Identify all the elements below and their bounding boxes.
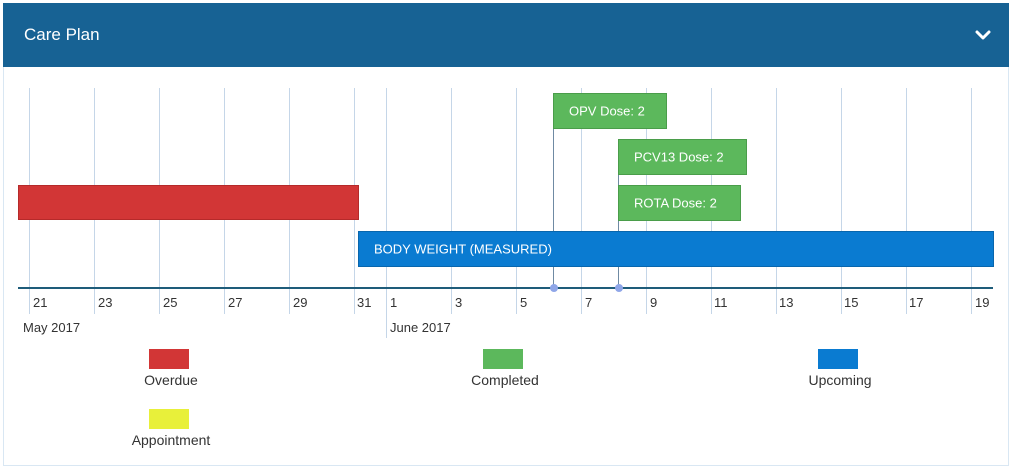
axis-tick-label: 1 [390, 295, 397, 310]
grid-line [841, 88, 842, 314]
pcv13-dose-label: PCV13 Dose: 2 [634, 150, 724, 165]
grid-line [451, 88, 452, 314]
axis-tick-label: 3 [455, 295, 462, 310]
axis-tick-label: 19 [975, 295, 989, 310]
axis-tick-label: 13 [779, 295, 793, 310]
rota-dose-event[interactable]: ROTA Dose: 2 [618, 185, 741, 221]
legend-upcoming-label: Upcoming [780, 372, 900, 388]
legend-appointment-swatch [149, 409, 189, 429]
body-weight-event-label: BODY WEIGHT (MEASURED) [374, 242, 552, 257]
grid-line [776, 88, 777, 314]
opv-dose-event[interactable]: OPV Dose: 2 [553, 93, 667, 129]
opv-dose-label: OPV Dose: 2 [569, 104, 645, 119]
grid-line [386, 88, 387, 314]
overdue-event-bar[interactable] [18, 185, 359, 220]
rota-dose-label: ROTA Dose: 2 [634, 196, 717, 211]
axis-tick-label: 31 [357, 295, 371, 310]
axis-tick-label: 29 [293, 295, 307, 310]
grid-line [906, 88, 907, 314]
axis-tick-label: 7 [585, 295, 592, 310]
pcv13-marker-dot [615, 284, 623, 292]
axis-tick-label: 9 [650, 295, 657, 310]
axis-tick-label: 27 [228, 295, 242, 310]
axis-tick-label: 15 [844, 295, 858, 310]
month-divider [386, 288, 387, 338]
legend-completed-swatch [483, 349, 523, 369]
legend-overdue-label: Overdue [111, 372, 231, 388]
axis-tick-label: 23 [98, 295, 112, 310]
axis-tick-label: 5 [520, 295, 527, 310]
grid-line [516, 88, 517, 314]
grid-line [971, 88, 972, 314]
legend-overdue-swatch [149, 349, 189, 369]
legend-appointment-label: Appointment [111, 432, 231, 448]
legend-completed-label: Completed [445, 372, 565, 388]
axis-tick-label: 21 [33, 295, 47, 310]
month-label-june: June 2017 [390, 320, 451, 335]
opv-marker-dot [550, 284, 558, 292]
legend-upcoming-swatch [818, 349, 858, 369]
body-weight-event-bar[interactable]: BODY WEIGHT (MEASURED) [358, 231, 994, 267]
axis-tick-label: 17 [909, 295, 923, 310]
month-label-may: May 2017 [23, 320, 80, 335]
axis-tick-label: 25 [163, 295, 177, 310]
axis-tick-label: 11 [714, 295, 728, 310]
timeline-axis [18, 287, 993, 289]
pcv13-dose-event[interactable]: PCV13 Dose: 2 [618, 139, 747, 175]
